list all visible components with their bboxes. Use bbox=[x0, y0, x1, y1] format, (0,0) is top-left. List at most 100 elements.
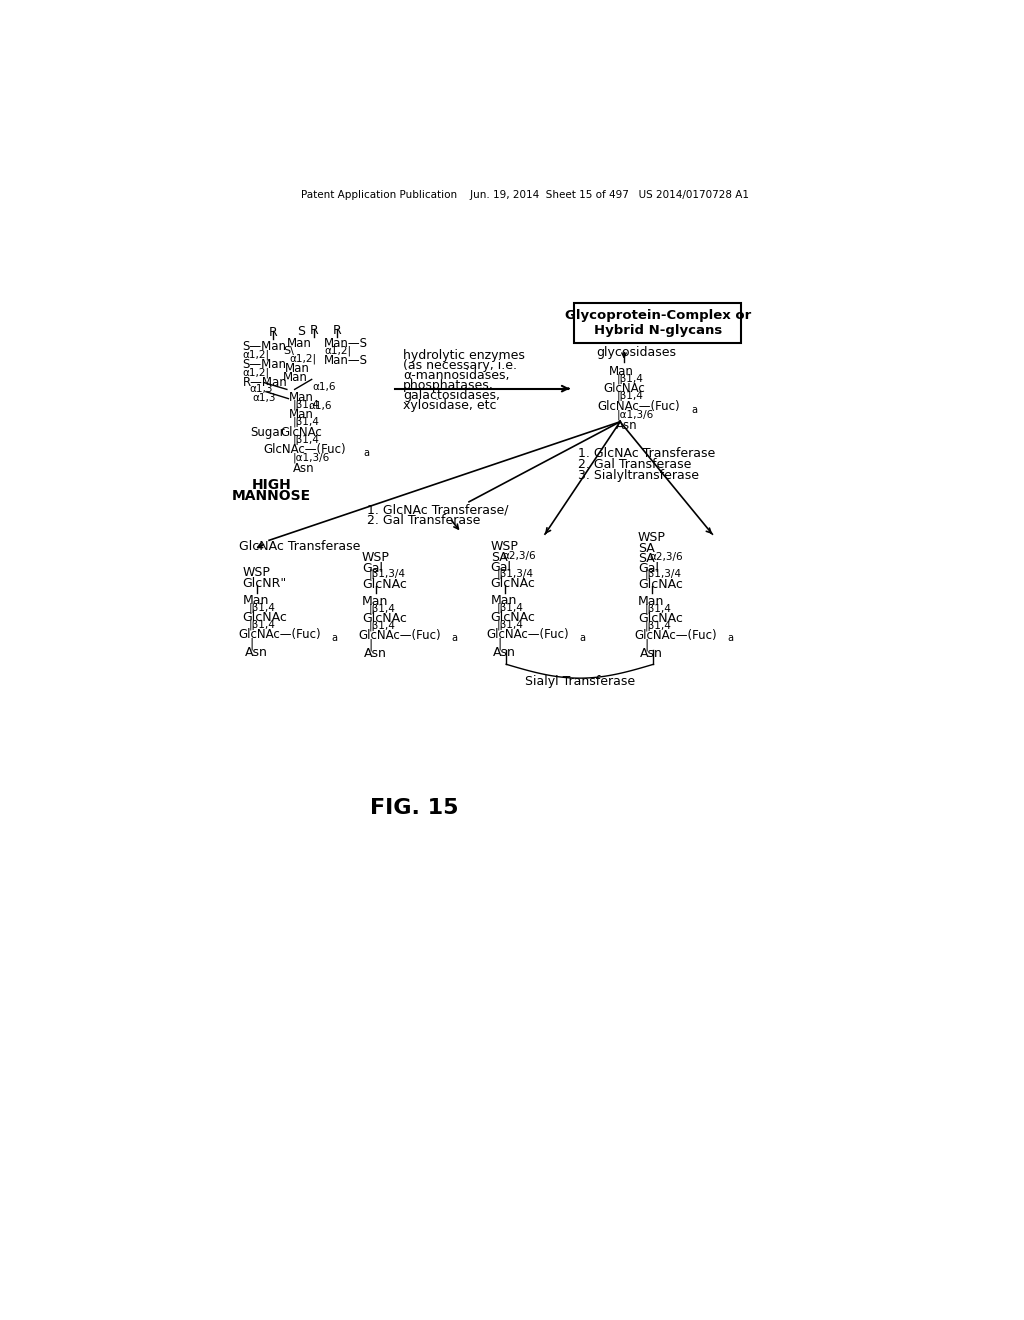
Text: a: a bbox=[691, 405, 697, 414]
Text: SA: SA bbox=[638, 552, 654, 565]
Text: WSP: WSP bbox=[243, 566, 270, 579]
Text: SA: SA bbox=[638, 543, 654, 554]
Text: |β1,4: |β1,4 bbox=[616, 391, 643, 401]
Text: xylosidase, etc: xylosidase, etc bbox=[403, 400, 497, 412]
Text: |β1,3/4: |β1,3/4 bbox=[369, 569, 406, 579]
Text: |: | bbox=[644, 638, 648, 651]
Text: |β1,4: |β1,4 bbox=[644, 620, 671, 631]
Text: Sugar: Sugar bbox=[251, 425, 285, 438]
Text: GlcNAc—(Fuc): GlcNAc—(Fuc) bbox=[598, 400, 680, 413]
Text: GlcNAc: GlcNAc bbox=[638, 578, 683, 591]
Text: Gal: Gal bbox=[362, 562, 383, 576]
Text: Patent Application Publication    Jun. 19, 2014  Sheet 15 of 497   US 2014/01707: Patent Application Publication Jun. 19, … bbox=[301, 190, 749, 201]
Text: a: a bbox=[452, 634, 457, 643]
Text: S—Man: S—Man bbox=[243, 358, 287, 371]
Text: |β1,4: |β1,4 bbox=[369, 603, 395, 614]
Text: Man: Man bbox=[638, 595, 665, 609]
Text: |β1,4: |β1,4 bbox=[644, 603, 671, 614]
Text: α1,2|: α1,2| bbox=[289, 354, 316, 364]
Text: Man: Man bbox=[286, 363, 310, 375]
Text: Man: Man bbox=[289, 408, 313, 421]
FancyBboxPatch shape bbox=[574, 304, 741, 343]
Text: GlcNAc—(Fuc): GlcNAc—(Fuc) bbox=[634, 628, 717, 642]
Text: R: R bbox=[309, 323, 318, 337]
Text: |β1,4: |β1,4 bbox=[293, 416, 319, 426]
Text: GlcNAc: GlcNAc bbox=[280, 425, 322, 438]
Text: a: a bbox=[727, 634, 733, 643]
Text: |β1,3/4: |β1,3/4 bbox=[644, 569, 681, 579]
Text: Asn: Asn bbox=[365, 647, 387, 660]
Text: WSP: WSP bbox=[362, 552, 390, 564]
Text: WSP: WSP bbox=[638, 531, 666, 544]
Text: R: R bbox=[333, 323, 342, 337]
Text: Man: Man bbox=[289, 391, 313, 404]
Text: GlcNAc: GlcNAc bbox=[604, 383, 645, 396]
Text: |β1,4: |β1,4 bbox=[369, 620, 395, 631]
Text: (as necessary, i.e.: (as necessary, i.e. bbox=[403, 359, 517, 372]
Text: 3. Sialyltransferase: 3. Sialyltransferase bbox=[578, 469, 698, 482]
Text: GlcNAc: GlcNAc bbox=[243, 611, 288, 624]
Text: 2. Gal Transferase: 2. Gal Transferase bbox=[367, 515, 480, 527]
Text: Gal: Gal bbox=[638, 562, 659, 576]
Text: S: S bbox=[297, 325, 305, 338]
Text: GlcNAc—(Fuc): GlcNAc—(Fuc) bbox=[358, 628, 440, 642]
Text: Man—S: Man—S bbox=[324, 354, 368, 367]
Text: α2,3/6: α2,3/6 bbox=[503, 552, 536, 561]
Text: GlcNR": GlcNR" bbox=[243, 577, 287, 590]
Text: FIG. 15: FIG. 15 bbox=[371, 797, 459, 817]
Text: Gal: Gal bbox=[490, 561, 512, 574]
Text: Asn: Asn bbox=[616, 418, 638, 432]
Text: GlcNAc—(Fuc): GlcNAc—(Fuc) bbox=[263, 444, 346, 457]
Text: Man—S: Man—S bbox=[324, 337, 368, 350]
Text: Asn: Asn bbox=[493, 645, 516, 659]
Text: GlcNAc: GlcNAc bbox=[490, 611, 536, 624]
Text: |β1,3/4: |β1,3/4 bbox=[497, 568, 534, 578]
Text: |β1,4: |β1,4 bbox=[497, 619, 523, 630]
Text: |β1,4: |β1,4 bbox=[497, 603, 523, 614]
Text: |α1,3/6: |α1,3/6 bbox=[293, 453, 331, 463]
Text: GlcNAc—(Fuc): GlcNAc—(Fuc) bbox=[486, 628, 569, 642]
Text: Glycoprotein-Complex or
Hybrid N-glycans: Glycoprotein-Complex or Hybrid N-glycans bbox=[564, 309, 751, 337]
Text: hydrolytic enzymes: hydrolytic enzymes bbox=[403, 350, 525, 363]
Text: |β1,4: |β1,4 bbox=[249, 603, 275, 614]
Text: Man: Man bbox=[490, 594, 517, 607]
Text: GlcNAc Transferase: GlcNAc Transferase bbox=[239, 540, 360, 553]
Text: α1,6: α1,6 bbox=[308, 401, 332, 411]
Text: Sialyl Transferase: Sialyl Transferase bbox=[524, 675, 635, 688]
Text: α-mannosidases,: α-mannosidases, bbox=[403, 370, 510, 383]
Text: Asn: Asn bbox=[245, 645, 268, 659]
Text: α1,2|: α1,2| bbox=[324, 346, 351, 356]
Text: |: | bbox=[369, 638, 373, 651]
Text: R: R bbox=[268, 326, 278, 339]
Text: Man: Man bbox=[283, 371, 308, 384]
Text: GlcNAc—(Fuc): GlcNAc—(Fuc) bbox=[239, 628, 322, 642]
Text: phosphatases,: phosphatases, bbox=[403, 379, 494, 392]
Text: α1,3: α1,3 bbox=[253, 393, 276, 403]
Text: 1. GlcNAc Transferase/: 1. GlcNAc Transferase/ bbox=[367, 503, 508, 516]
Text: Man: Man bbox=[243, 594, 269, 607]
Text: a: a bbox=[580, 632, 586, 643]
Text: glycosidases: glycosidases bbox=[596, 346, 676, 359]
Text: HIGH: HIGH bbox=[252, 478, 291, 492]
Text: Asn: Asn bbox=[640, 647, 664, 660]
Text: GlcNAc: GlcNAc bbox=[490, 577, 536, 590]
Text: α1,3: α1,3 bbox=[250, 384, 273, 393]
Text: |: | bbox=[249, 638, 253, 651]
Text: 2. Gal Transferase: 2. Gal Transferase bbox=[578, 458, 691, 471]
Text: |β1,4: |β1,4 bbox=[249, 619, 275, 630]
Text: |β1,4: |β1,4 bbox=[293, 434, 319, 445]
Text: a: a bbox=[332, 632, 338, 643]
Text: MANNOSE: MANNOSE bbox=[231, 490, 311, 503]
Text: SA: SA bbox=[490, 552, 508, 564]
Text: |: | bbox=[497, 638, 501, 651]
Text: S\: S\ bbox=[283, 346, 294, 355]
Text: |α1,3/6: |α1,3/6 bbox=[616, 409, 653, 420]
Text: α1,2|: α1,2| bbox=[243, 367, 270, 378]
Text: α2,3/6: α2,3/6 bbox=[649, 552, 683, 562]
Text: 1. GlcNAc Transferase: 1. GlcNAc Transferase bbox=[578, 447, 715, 461]
Text: |β1,4: |β1,4 bbox=[293, 400, 319, 411]
Text: α1,6: α1,6 bbox=[312, 383, 336, 392]
Text: galactosidases,: galactosidases, bbox=[403, 389, 500, 403]
Text: Man: Man bbox=[608, 364, 634, 378]
Text: GlcNAc: GlcNAc bbox=[362, 578, 407, 591]
